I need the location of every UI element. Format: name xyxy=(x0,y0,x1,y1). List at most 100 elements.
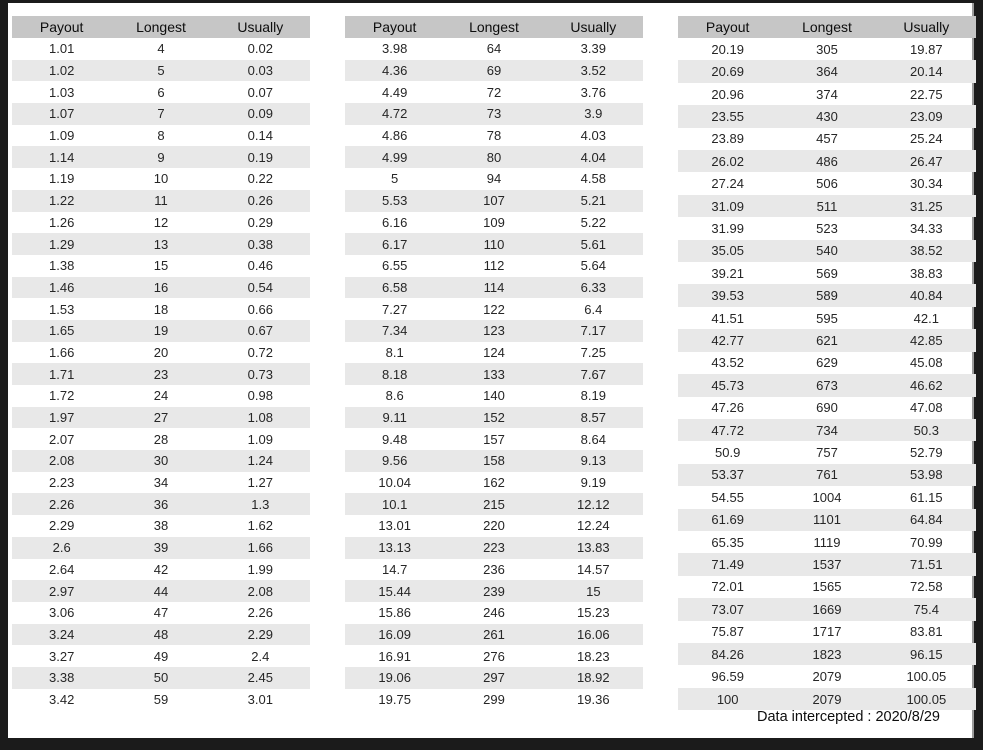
cell-longest: 2079 xyxy=(812,669,842,685)
cell-payout: 26.02 xyxy=(678,150,778,173)
cell-usually: 1.3 xyxy=(210,493,310,516)
cell-usually: 25.24 xyxy=(910,131,943,147)
column-header-usually: Usually xyxy=(210,16,310,38)
cell-usually: 7.67 xyxy=(543,363,643,385)
table-row: 14.7 236 14.57 xyxy=(345,559,643,581)
cell-longest: 430 xyxy=(777,105,877,128)
table-row: 1.29 13 0.38 xyxy=(12,233,310,255)
cell-usually: 1.99 xyxy=(247,561,273,577)
table-row: 4.86 78 4.03 xyxy=(345,125,643,147)
cell-usually: 0.38 xyxy=(210,233,310,255)
cell-usually: 2.4 xyxy=(251,648,270,664)
cell-longest: 124 xyxy=(483,344,505,360)
cell-usually: 6.33 xyxy=(543,276,643,299)
table-body: 1.01 4 0.02 1.02 5 0.03 1.03 6 0.07 1.07 7 0.09 1.09… xyxy=(12,38,310,710)
cell-payout: 8.1 xyxy=(385,344,404,360)
cell-longest: 94 xyxy=(486,171,502,187)
cell-usually: 64.84 xyxy=(876,508,976,531)
column-header-usually: Usually xyxy=(543,16,643,38)
cell-longest: 28 xyxy=(153,431,169,447)
cell-usually: 13.83 xyxy=(543,536,643,559)
cell-usually: 5.64 xyxy=(580,258,606,274)
cell-usually: 14.57 xyxy=(577,561,610,577)
cell-longest: 69 xyxy=(444,59,544,82)
cell-payout: 8.6 xyxy=(385,388,404,404)
cell-longest: 374 xyxy=(816,86,838,102)
cell-payout: 1.97 xyxy=(12,406,112,429)
cell-usually: 0.22 xyxy=(247,171,273,187)
cell-longest: 239 xyxy=(444,580,544,602)
cell-longest: 246 xyxy=(483,605,505,621)
table-row: 13.01 220 12.24 xyxy=(345,515,643,537)
cell-longest: 1717 xyxy=(812,624,842,640)
cell-payout: 7.34 xyxy=(345,319,445,342)
table-row: 1.66 20 0.72 xyxy=(12,342,310,364)
cell-longest: 13 xyxy=(111,233,211,255)
cell-usually: 0.26 xyxy=(210,189,310,212)
cell-payout: 1.03 xyxy=(49,84,75,100)
cell-longest: 9 xyxy=(111,146,211,169)
cell-payout: 1.01 xyxy=(49,41,75,57)
cell-longest: 8 xyxy=(157,128,165,144)
cell-longest: 673 xyxy=(777,374,877,397)
cell-usually: 3.9 xyxy=(543,103,643,125)
cell-payout: 96.59 xyxy=(711,669,744,685)
table-row: 50.9 757 52.79 xyxy=(678,441,976,463)
table-row: 3.06 47 2.26 xyxy=(12,602,310,624)
table-row: 4.36 69 3.52 xyxy=(345,59,643,82)
cell-payout: 2.26 xyxy=(12,493,112,516)
cell-payout: 65.35 xyxy=(711,534,744,550)
table-row: 1.01 4 0.02 xyxy=(12,38,310,60)
cell-usually: 2.29 xyxy=(210,623,310,646)
cell-payout: 72.01 xyxy=(711,579,744,595)
cell-payout: 2.6 xyxy=(12,536,112,559)
cell-payout: 1.09 xyxy=(49,128,75,144)
cell-longest: 122 xyxy=(483,301,505,317)
cell-payout: 2.64 xyxy=(49,561,75,577)
cell-payout: 100 xyxy=(678,687,778,711)
table-row: 72.01 1565 72.58 xyxy=(678,576,976,598)
table-row: 9.48 157 8.64 xyxy=(345,428,643,450)
cell-usually: 20.14 xyxy=(876,60,976,83)
cell-usually: 75.4 xyxy=(876,598,976,621)
cell-usually: 1.09 xyxy=(247,431,273,447)
table-row: 8.1 124 7.25 xyxy=(345,342,643,364)
cell-payout: 6.16 xyxy=(382,214,408,230)
cell-payout: 41.51 xyxy=(711,310,744,326)
column-header-payout: Payout xyxy=(345,16,445,38)
cell-payout: 3.38 xyxy=(12,666,112,689)
cell-longest: 73 xyxy=(444,103,544,125)
table-row: 39.53 589 40.84 xyxy=(678,284,976,307)
cell-payout: 19.06 xyxy=(345,666,445,689)
cell-usually: 7.25 xyxy=(580,344,606,360)
cell-longest: 1119 xyxy=(813,534,841,550)
cell-longest: 64 xyxy=(486,41,502,57)
cell-longest: 34 xyxy=(153,475,169,491)
cell-payout: 1.07 xyxy=(12,103,112,125)
table-row: 84.26 1823 96.15 xyxy=(678,642,976,666)
cell-usually: 8.64 xyxy=(580,431,606,447)
cell-longest: 162 xyxy=(483,475,505,491)
cell-usually: 3.01 xyxy=(247,691,273,707)
cell-usually: 26.47 xyxy=(876,150,976,173)
table-row: 75.87 1717 83.81 xyxy=(678,621,976,643)
table-row: 54.55 1004 61.15 xyxy=(678,486,976,508)
table-row: 2.08 30 1.24 xyxy=(12,450,310,472)
cell-usually: 40.84 xyxy=(876,284,976,307)
cell-usually: 52.79 xyxy=(910,445,943,461)
cell-payout: 39.53 xyxy=(678,284,778,307)
cell-usually: 3.52 xyxy=(543,59,643,82)
cell-usually: 0.03 xyxy=(210,59,310,82)
table-row: 3.27 49 2.4 xyxy=(12,645,310,667)
table-row: 3.42 59 3.01 xyxy=(12,689,310,711)
cell-longest: 24 xyxy=(153,388,169,404)
cell-longest: 72 xyxy=(486,84,502,100)
table-row: 71.49 1537 71.51 xyxy=(678,553,976,576)
table-row: 47.26 690 47.08 xyxy=(678,397,976,419)
table-body: 3.98 64 3.39 4.36 69 3.52 4.49 72 3.76 4.72 73 3.9 4… xyxy=(345,38,643,710)
table-row: 47.72 734 50.3 xyxy=(678,418,976,442)
report-page: Payout Longest Usually 1.01 4 0.02 1.02 5 0.0… xyxy=(8,3,976,738)
cell-usually: 71.51 xyxy=(876,553,976,576)
payout-table-1: Payout Longest Usually 1.01 4 0.02 1.02 5 0.0… xyxy=(12,16,310,710)
cell-usually: 0.73 xyxy=(210,363,310,385)
